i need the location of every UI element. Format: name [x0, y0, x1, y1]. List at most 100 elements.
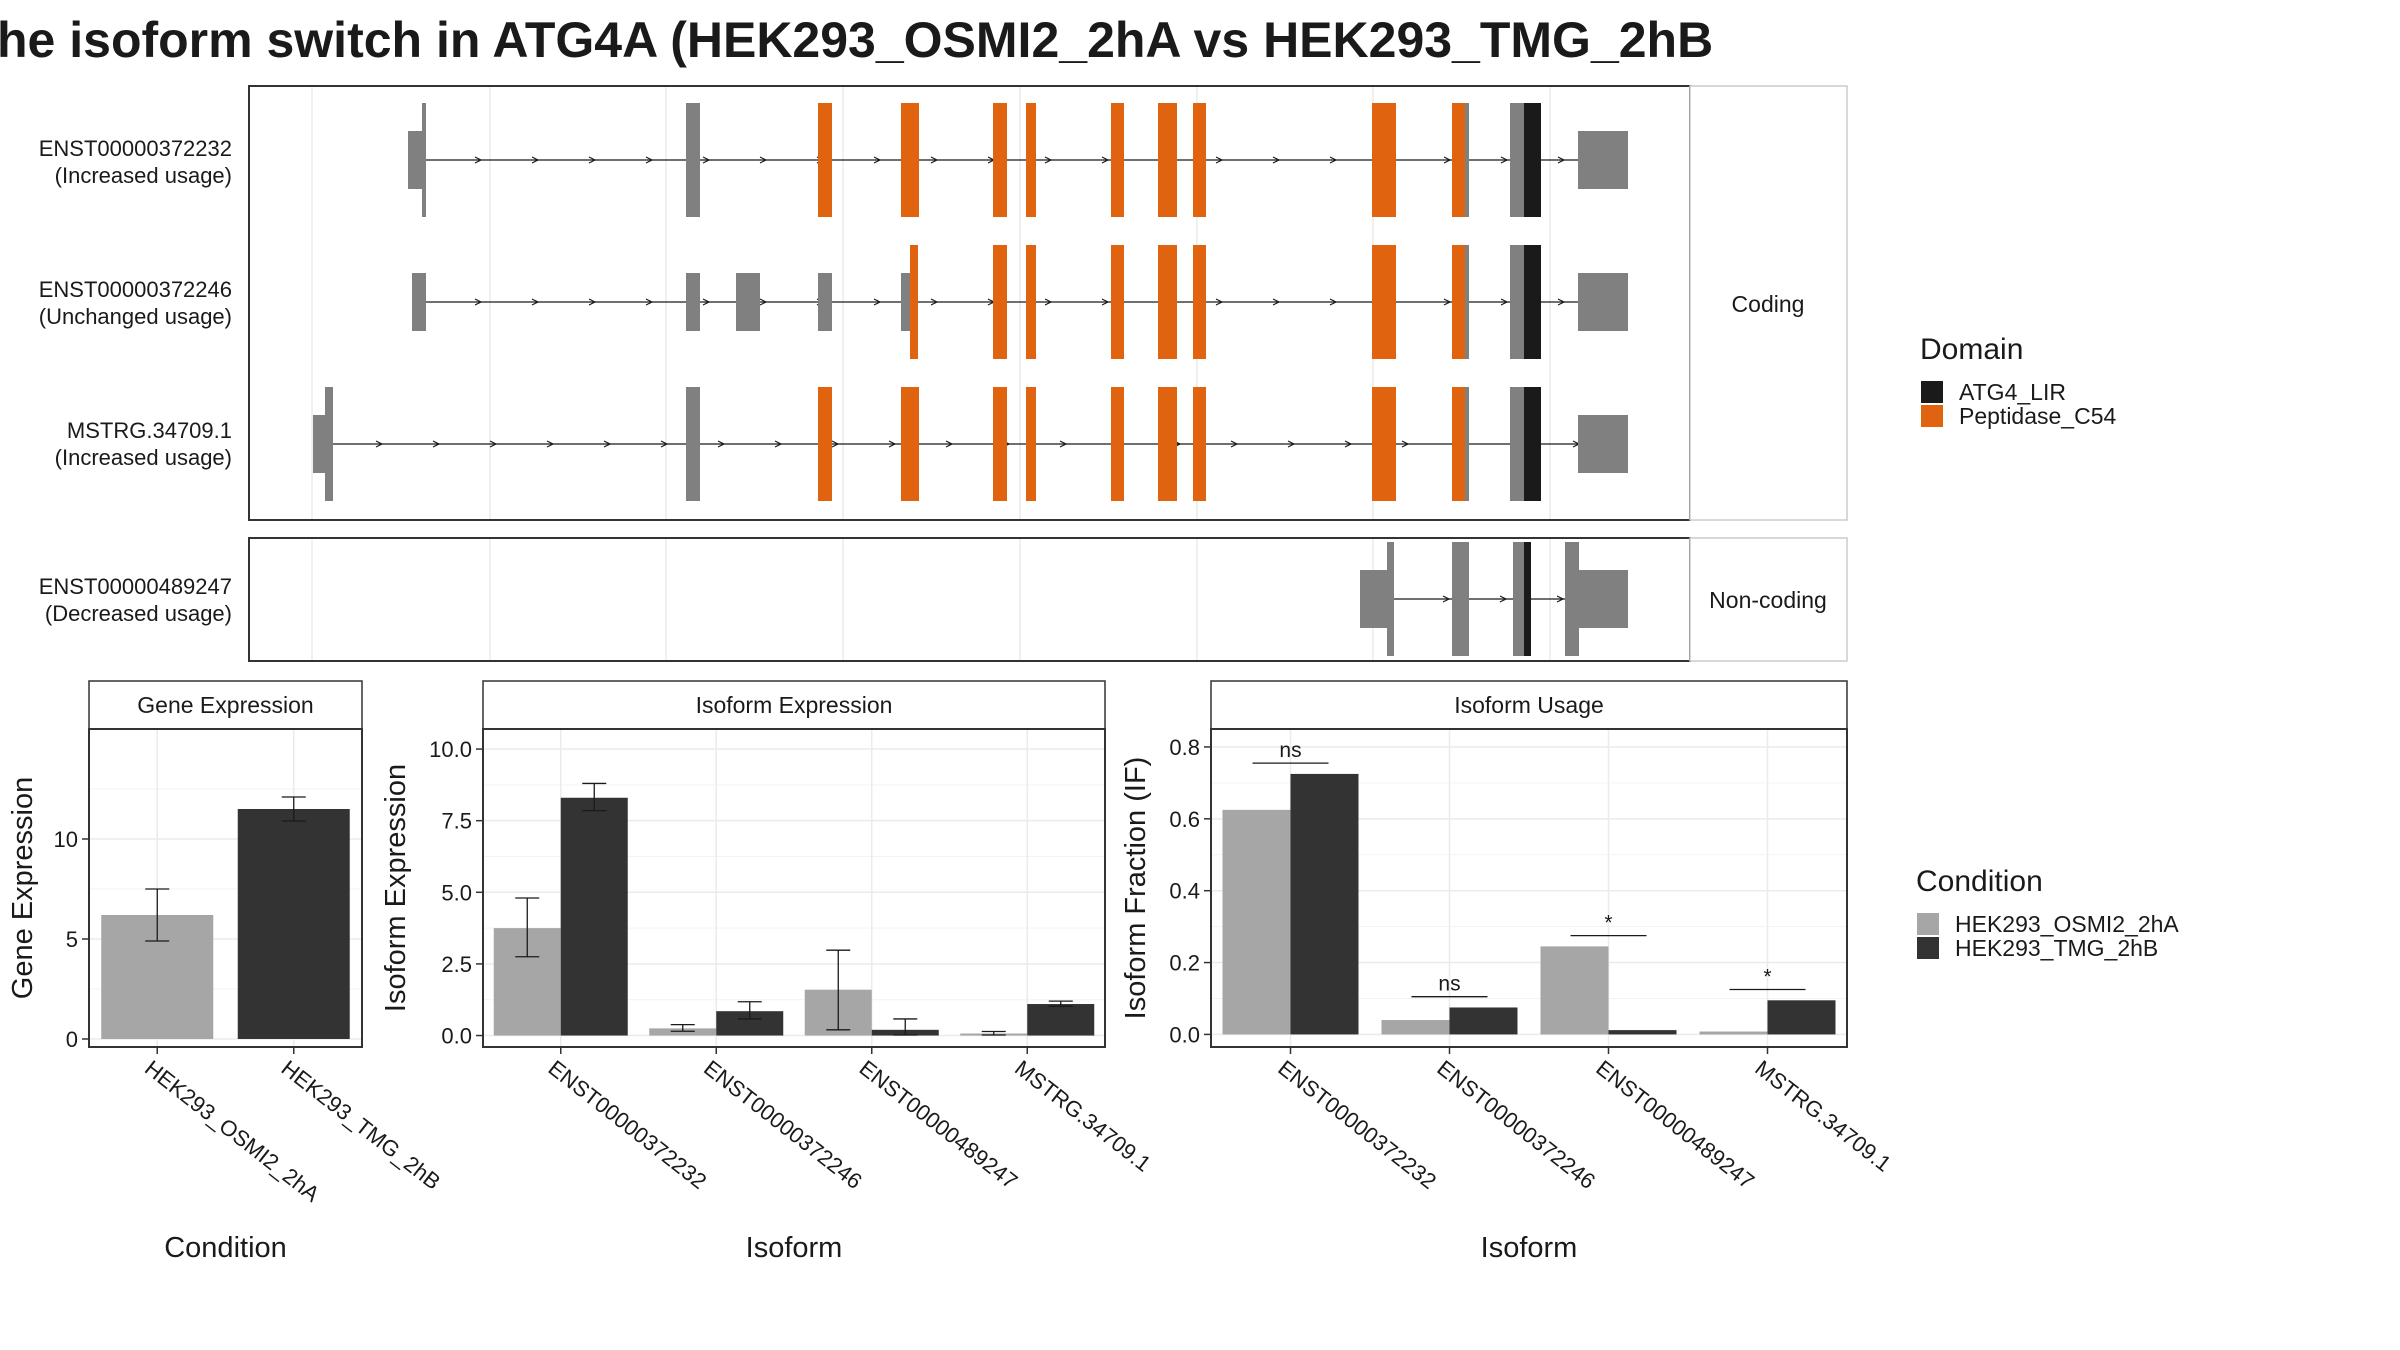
transcript-1-strand-arrow: [759, 156, 768, 164]
transcript-3-usage: (Increased usage): [55, 445, 232, 470]
transcript-1-exon-13: [1465, 103, 1469, 217]
transcript-1-exon-7: [1026, 103, 1036, 217]
isoform-usage-strip-label: Isoform Usage: [1454, 692, 1604, 718]
transcript-1-exon-18: [1578, 131, 1628, 189]
iu-bar-s2-c2: [1449, 1007, 1518, 1035]
transcript-1-strand-arrow: [1329, 156, 1338, 164]
legend-swatch-peptidase-c54: [1921, 405, 1943, 427]
transcript-3-exon-11: [1372, 387, 1396, 501]
iu-y-tick-label-5: 0.8: [1169, 735, 1200, 760]
legend-label-condition-b: HEK293_TMG_2hB: [1955, 935, 2158, 961]
legend-label-peptidase-c54: Peptidase_C54: [1959, 403, 2116, 429]
transcript-1-strand-arrow: [1215, 156, 1224, 164]
noncoding-transcripts-panel: Non-coding: [248, 537, 1848, 662]
transcript-1-exon-4: [818, 103, 832, 217]
iu-bar-s1-c4: [1699, 1031, 1768, 1035]
transcript-1-exon-3: [686, 103, 700, 217]
transcript-1-strand-arrow: [930, 156, 939, 164]
transcript-1-strand-arrow: [1500, 156, 1509, 164]
iu-significance-label-4: *: [1763, 966, 1771, 989]
gene-expression-x-title: Condition: [164, 1232, 287, 1264]
transcript-3-id: MSTRG.34709.1: [67, 418, 232, 443]
transcript-1-id: ENST00000372232: [39, 136, 232, 161]
ie-x-tick-label-3: ENST00000489247: [855, 1055, 1023, 1194]
iu-significance-label-2: ns: [1438, 973, 1460, 996]
transcript-3-exon-9: [1158, 387, 1177, 501]
iu-x-tick-label-1: ENST00000372232: [1273, 1055, 1441, 1194]
iu-bar-s2-c4: [1767, 1000, 1836, 1035]
transcript-4-exon-2: [1387, 542, 1394, 656]
transcript-3-exon-1: [313, 415, 327, 473]
transcript-4-exon-4: [1513, 542, 1525, 656]
transcript-1-exon-1: [408, 131, 422, 189]
transcript-1-exon-11: [1372, 103, 1396, 217]
domain-legend: Domain ATG4_LIR Peptidase_C54: [1920, 333, 2116, 429]
iu-y-tick-label-1: 0.0: [1169, 1022, 1200, 1047]
transcript-4-exon-7: [1578, 570, 1628, 628]
transcript-1-exon-9: [1158, 103, 1177, 217]
domain-legend-title: Domain: [1920, 333, 2023, 366]
transcript-2-exon-12: [1372, 245, 1396, 359]
transcript-3-exon-18: [1578, 415, 1628, 473]
ie-y-tick-label-3: 5.0: [441, 880, 472, 905]
transcript-2-strand-arrow: [1500, 298, 1509, 306]
condition-legend-title: Condition: [1916, 865, 2043, 898]
transcript-1-exon-2: [422, 103, 426, 217]
transcript-2-exon-17: [1510, 245, 1524, 359]
isoform-expression-x-title: Isoform: [746, 1232, 843, 1264]
ie-y-tick-label-2: 2.5: [441, 952, 472, 977]
transcript-3-strand-arrow: [831, 440, 840, 448]
transcript-3-strand-arrow: [603, 440, 612, 448]
transcript-1-strand-arrow: [702, 156, 711, 164]
transcript-2-strand-arrow: [1557, 298, 1566, 306]
transcript-3-strand-arrow: [1230, 440, 1239, 448]
coding-panel-background: [248, 85, 1691, 521]
transcript-3-exon-2: [325, 387, 333, 501]
legend-label-atg4-lir: ATG4_LIR: [1959, 379, 2066, 405]
transcript-3-exon-13: [1465, 387, 1469, 501]
transcript-2-strand-arrow: [645, 298, 654, 306]
isoform-expression-strip-label: Isoform Expression: [696, 692, 893, 718]
transcript-2-exon-4: [818, 273, 832, 331]
transcript-3-strand-arrow: [945, 440, 954, 448]
transcript-2-strand-arrow: [702, 298, 711, 306]
iu-bar-s1-c3: [1540, 946, 1609, 1035]
isoform-expression-y-ticks: 0.0 2.5 5.0 7.5 10.0: [429, 737, 483, 1049]
transcript-1-strand-arrow: [645, 156, 654, 164]
transcript-3-strand-arrow: [1287, 440, 1296, 448]
coding-transcript-models: [313, 103, 1628, 501]
transcript-2-strand-arrow: [1044, 298, 1053, 306]
transcript-3-exon-7: [1026, 387, 1036, 501]
transcript-2-id: ENST00000372246: [39, 277, 232, 302]
gene-expression-strip-label: Gene Expression: [137, 692, 313, 718]
ge-y-tick-label-1: 0: [66, 1027, 78, 1052]
transcript-2-exon-1: [412, 273, 426, 331]
transcript-2-strand-arrow: [1329, 298, 1338, 306]
transcript-4-strand-arrow: [1556, 595, 1565, 603]
iu-bar-s2-c3: [1608, 1030, 1677, 1035]
transcript-2-exon-5: [901, 273, 911, 331]
transcript-3-strand-arrow: [660, 440, 669, 448]
transcript-1-exon-10: [1193, 103, 1206, 217]
transcript-1-exon-16: [1510, 103, 1524, 217]
transcript-3-exon-6: [993, 387, 1007, 501]
transcript-2-strand-arrow: [1215, 298, 1224, 306]
transcript-2-strand-arrow: [873, 298, 882, 306]
transcript-3-strand-arrow: [774, 440, 783, 448]
transcript-2-strand-arrow: [1272, 298, 1281, 306]
transcript-1-strand-arrow: [531, 156, 540, 164]
transcript-2-strand-arrow: [588, 298, 597, 306]
transcript-4-strand-arrow: [1442, 595, 1451, 603]
isoform-usage-strip: [1210, 680, 1848, 730]
transcript-1-strand-arrow: [1044, 156, 1053, 164]
ie-y-tick-label-5: 10.0: [429, 737, 472, 762]
transcript-4-exon-1: [1360, 570, 1392, 628]
transcript-1-exon-6: [993, 103, 1007, 217]
transcript-3-strand-arrow: [888, 440, 897, 448]
transcript-1-exon-17: [1527, 103, 1541, 217]
iu-x-tick-label-3: ENST00000489247: [1591, 1055, 1759, 1194]
iu-bar-s1-c2: [1381, 1020, 1450, 1035]
transcript-4-usage: (Decreased usage): [45, 601, 232, 626]
transcript-2-exon-3: [736, 273, 760, 331]
transcript-3-strand-arrow: [1344, 440, 1353, 448]
